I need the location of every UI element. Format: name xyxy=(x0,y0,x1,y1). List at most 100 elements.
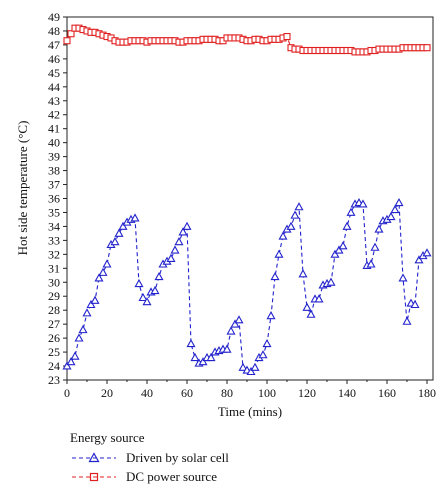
data-point xyxy=(182,221,192,230)
data-point xyxy=(98,267,108,276)
data-point xyxy=(70,351,80,360)
legend-swatch-solar xyxy=(72,451,116,462)
data-point xyxy=(346,207,356,216)
x-tick-label: 140 xyxy=(338,386,356,400)
x-tick-label: 0 xyxy=(64,386,70,400)
legend-swatch-dc xyxy=(72,472,116,481)
data-point xyxy=(374,224,384,233)
data-point xyxy=(366,259,376,268)
data-point xyxy=(63,37,71,45)
data-point xyxy=(222,344,232,353)
data-point xyxy=(326,277,336,286)
x-axis-title: Time (mins) xyxy=(218,404,282,419)
data-point xyxy=(370,242,380,251)
data-point xyxy=(170,245,180,254)
data-point xyxy=(314,294,324,303)
y-tick-label: 33 xyxy=(48,233,60,247)
data-point xyxy=(130,213,140,222)
data-point xyxy=(402,316,412,325)
data-point xyxy=(423,44,431,52)
data-point xyxy=(234,315,244,324)
data-point xyxy=(142,297,152,306)
data-point xyxy=(334,245,344,254)
data-point xyxy=(190,352,200,362)
data-point xyxy=(278,231,288,240)
chart-canvas: 0 20 40 60 80 100 120 140 160 180 2324252627282930… xyxy=(15,10,436,419)
data-point xyxy=(386,211,396,221)
y-tick-label: 46 xyxy=(48,52,60,66)
data-point xyxy=(174,237,184,246)
x-tick-label: 100 xyxy=(258,386,276,400)
y-tick-label: 41 xyxy=(48,122,60,136)
data-point xyxy=(270,271,280,281)
y-tick-label: 31 xyxy=(48,261,60,275)
data-point xyxy=(266,311,276,320)
y-tick-label: 35 xyxy=(48,205,60,219)
legend-item-dc: DC power source xyxy=(70,467,370,486)
x-tick-label: 120 xyxy=(298,386,316,400)
y-tick-label: 32 xyxy=(48,247,60,261)
data-point xyxy=(134,278,144,288)
x-tick-label: 180 xyxy=(418,386,436,400)
data-point xyxy=(410,299,420,309)
data-point xyxy=(86,299,96,309)
y-tick-label: 37 xyxy=(48,178,60,192)
data-point xyxy=(110,237,120,246)
data-point xyxy=(390,204,400,214)
data-point xyxy=(150,285,160,295)
data-point xyxy=(290,210,300,219)
data-point xyxy=(342,221,352,230)
y-tick-label: 38 xyxy=(48,164,60,178)
x-tick-label: 60 xyxy=(181,386,193,400)
data-point xyxy=(206,352,216,362)
data-point xyxy=(78,325,88,334)
y-tick-label: 42 xyxy=(48,108,60,122)
y-tick-label: 25 xyxy=(48,345,60,359)
y-tick-label: 28 xyxy=(48,303,60,317)
data-point xyxy=(306,309,316,318)
x-tick-label: 80 xyxy=(221,386,233,400)
data-point xyxy=(358,199,368,208)
legend-label-solar: Driven by solar cell xyxy=(126,449,229,465)
data-point xyxy=(186,338,196,348)
data-point xyxy=(398,273,408,282)
y-tick-label: 30 xyxy=(48,275,60,289)
y-tick-label: 45 xyxy=(48,66,60,80)
y-tick-label: 47 xyxy=(48,38,60,52)
data-point xyxy=(394,197,404,207)
data-point xyxy=(90,295,100,304)
y-tick-label: 34 xyxy=(48,219,60,233)
legend-item-solar: Driven by solar cell xyxy=(70,448,370,467)
data-point xyxy=(62,361,72,370)
data-point xyxy=(154,271,164,281)
data-point xyxy=(66,357,76,366)
y-axis-title: Hot side temperature (°C) xyxy=(15,121,30,256)
data-point xyxy=(330,249,340,258)
data-point xyxy=(338,241,348,250)
y-tick-label: 36 xyxy=(48,192,60,206)
plot-frame xyxy=(66,16,434,381)
chart-marks xyxy=(62,24,432,376)
data-point xyxy=(302,302,312,311)
y-tick-label: 44 xyxy=(48,80,60,94)
y-tick-label: 43 xyxy=(48,94,60,108)
y-tick-label: 29 xyxy=(48,289,60,303)
data-point xyxy=(422,248,432,257)
data-point xyxy=(230,319,240,328)
data-point xyxy=(178,227,188,236)
y-tick-label: 48 xyxy=(48,24,60,38)
data-point xyxy=(298,269,308,278)
data-point xyxy=(414,255,424,264)
data-point xyxy=(286,221,296,230)
data-point xyxy=(262,338,272,348)
data-point xyxy=(226,326,236,335)
data-point xyxy=(294,202,304,211)
legend-label-dc: DC power source xyxy=(126,468,217,484)
legend: Energy source Driven by solar cell DC po… xyxy=(70,430,370,486)
data-point xyxy=(102,259,112,268)
y-tick-label: 23 xyxy=(48,373,60,387)
data-point xyxy=(238,362,248,371)
x-tick-label: 20 xyxy=(101,386,113,400)
y-tick-label: 49 xyxy=(48,10,60,24)
data-point xyxy=(74,333,84,342)
